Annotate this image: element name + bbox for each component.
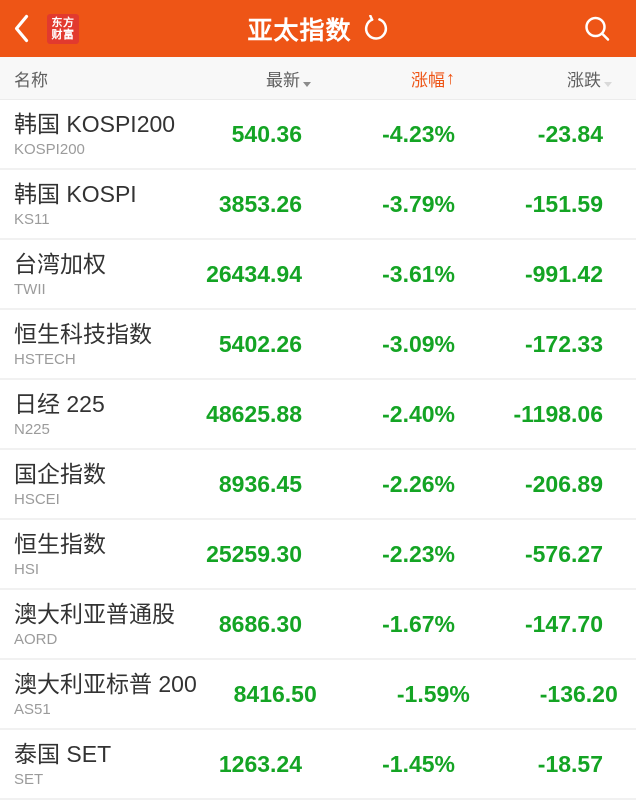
navbar-center: 亚太指数	[247, 11, 388, 47]
sort-hint-icon	[303, 81, 311, 87]
navbar-left: 东方 财富	[0, 13, 79, 44]
logo-line2: 财富	[51, 28, 75, 41]
name-cell: 国企指数 HSCEI	[14, 461, 182, 508]
index-code: KS11	[14, 210, 50, 228]
index-name: 澳大利亚标普 200	[14, 670, 197, 697]
index-change-pct: -1.67%	[382, 610, 455, 637]
index-name: 恒生科技指数	[14, 320, 152, 347]
index-latest: 1263.24	[218, 750, 302, 777]
name-cell: 澳大利亚普通股 AORD	[14, 601, 182, 648]
index-change-pct: -3.09%	[382, 330, 455, 357]
index-change-pct: -3.79%	[382, 190, 455, 217]
index-change-pct: -2.26%	[382, 470, 455, 497]
index-change: -991.42	[524, 260, 603, 287]
index-code: HSI	[14, 560, 40, 578]
index-row-set[interactable]: 泰国 SET SET 1263.24 -1.45% -18.57	[0, 730, 636, 800]
back-button[interactable]	[11, 14, 31, 44]
name-cell: 韩国 KOSPI200 KOSPI200	[14, 111, 182, 158]
index-change-pct: -4.23%	[382, 120, 455, 147]
column-header-change[interactable]: 涨跌	[455, 66, 612, 91]
eastmoney-logo[interactable]: 东方 财富	[47, 13, 79, 44]
index-row-aord[interactable]: 澳大利亚普通股 AORD 8686.30 -1.67% -147.70	[0, 590, 636, 660]
index-code: SET	[14, 770, 44, 788]
sort-ascending-icon: ↑	[446, 67, 455, 88]
index-latest: 8936.45	[218, 470, 302, 497]
index-name: 国企指数	[14, 460, 106, 487]
index-change-pct: -3.61%	[382, 260, 455, 287]
index-code: HSTECH	[14, 350, 76, 368]
index-latest: 26434.94	[206, 260, 302, 287]
index-row-hstech[interactable]: 恒生科技指数 HSTECH 5402.26 -3.09% -172.33	[0, 310, 636, 380]
index-row-kospi200[interactable]: 韩国 KOSPI200 KOSPI200 540.36 -4.23% -23.8…	[0, 100, 636, 170]
index-row-hsi[interactable]: 恒生指数 HSI 25259.30 -2.23% -576.27	[0, 520, 636, 590]
name-cell: 台湾加权 TWII	[14, 251, 182, 298]
index-name: 台湾加权	[14, 250, 106, 277]
name-cell: 澳大利亚标普 200 AS51	[14, 671, 197, 718]
index-latest: 540.36	[231, 120, 302, 147]
index-change-pct: -1.59%	[396, 680, 470, 707]
sort-hint-icon	[604, 81, 612, 87]
index-code: AS51	[14, 700, 51, 718]
index-change: -23.84	[537, 120, 603, 147]
page-title: 亚太指数	[247, 16, 352, 45]
index-change-pct: -2.23%	[382, 540, 455, 567]
index-change: -136.20	[539, 680, 618, 707]
index-change: -172.33	[524, 330, 603, 357]
index-change-pct: -1.45%	[382, 750, 455, 777]
search-icon[interactable]	[583, 14, 612, 43]
index-change: -151.59	[524, 190, 603, 217]
index-code: N225	[14, 420, 50, 438]
name-cell: 泰国 SET SET	[14, 741, 182, 788]
index-latest: 5402.26	[218, 330, 302, 357]
index-row-as51[interactable]: 澳大利亚标普 200 AS51 8416.50 -1.59% -136.20	[0, 660, 636, 730]
index-row-ks11[interactable]: 韩国 KOSPI KS11 3853.26 -3.79% -151.59	[0, 170, 636, 240]
index-change: -147.70	[524, 610, 603, 637]
index-name: 韩国 KOSPI200	[14, 110, 176, 137]
index-name: 日经 225	[14, 390, 105, 417]
index-code: HSCEI	[14, 490, 60, 508]
index-code: TWII	[14, 280, 46, 298]
name-cell: 韩国 KOSPI KS11	[14, 181, 182, 228]
index-latest: 3853.26	[218, 190, 302, 217]
name-cell: 日经 225 N225	[14, 391, 182, 438]
index-row-hscei[interactable]: 国企指数 HSCEI 8936.45 -2.26% -206.89	[0, 450, 636, 520]
index-latest: 8416.50	[233, 680, 317, 707]
column-header-name[interactable]: 名称	[14, 70, 48, 90]
column-header-change-pct[interactable]: 涨幅 ↑	[411, 67, 455, 90]
column-header-latest[interactable]: 最新	[182, 66, 311, 91]
index-change: -206.89	[524, 470, 603, 497]
index-change: -18.57	[537, 750, 603, 777]
index-code: KOSPI200	[14, 140, 85, 158]
index-name: 韩国 KOSPI	[14, 180, 137, 207]
index-name: 泰国 SET	[14, 740, 112, 767]
index-latest: 8686.30	[218, 610, 302, 637]
refresh-icon[interactable]	[362, 15, 389, 42]
index-change: -1198.06	[513, 400, 603, 427]
index-latest: 48625.88	[206, 400, 302, 427]
navbar: 东方 财富 亚太指数	[0, 0, 636, 57]
index-list: 韩国 KOSPI200 KOSPI200 540.36 -4.23% -23.8…	[0, 100, 636, 800]
index-row-twii[interactable]: 台湾加权 TWII 26434.94 -3.61% -991.42	[0, 240, 636, 310]
index-name: 恒生指数	[14, 530, 106, 557]
index-name: 澳大利亚普通股	[14, 600, 175, 627]
index-change: -576.27	[524, 540, 603, 567]
index-latest: 25259.30	[206, 540, 302, 567]
index-change-pct: -2.40%	[382, 400, 455, 427]
logo-line1: 东方	[51, 16, 75, 29]
name-cell: 恒生指数 HSI	[14, 531, 182, 578]
back-chevron-icon	[14, 14, 28, 43]
table-header: 名称 最新 涨幅 ↑ 涨跌	[0, 57, 636, 100]
index-row-n225[interactable]: 日经 225 N225 48625.88 -2.40% -1198.06	[0, 380, 636, 450]
name-cell: 恒生科技指数 HSTECH	[14, 321, 182, 368]
index-code: AORD	[14, 630, 58, 648]
